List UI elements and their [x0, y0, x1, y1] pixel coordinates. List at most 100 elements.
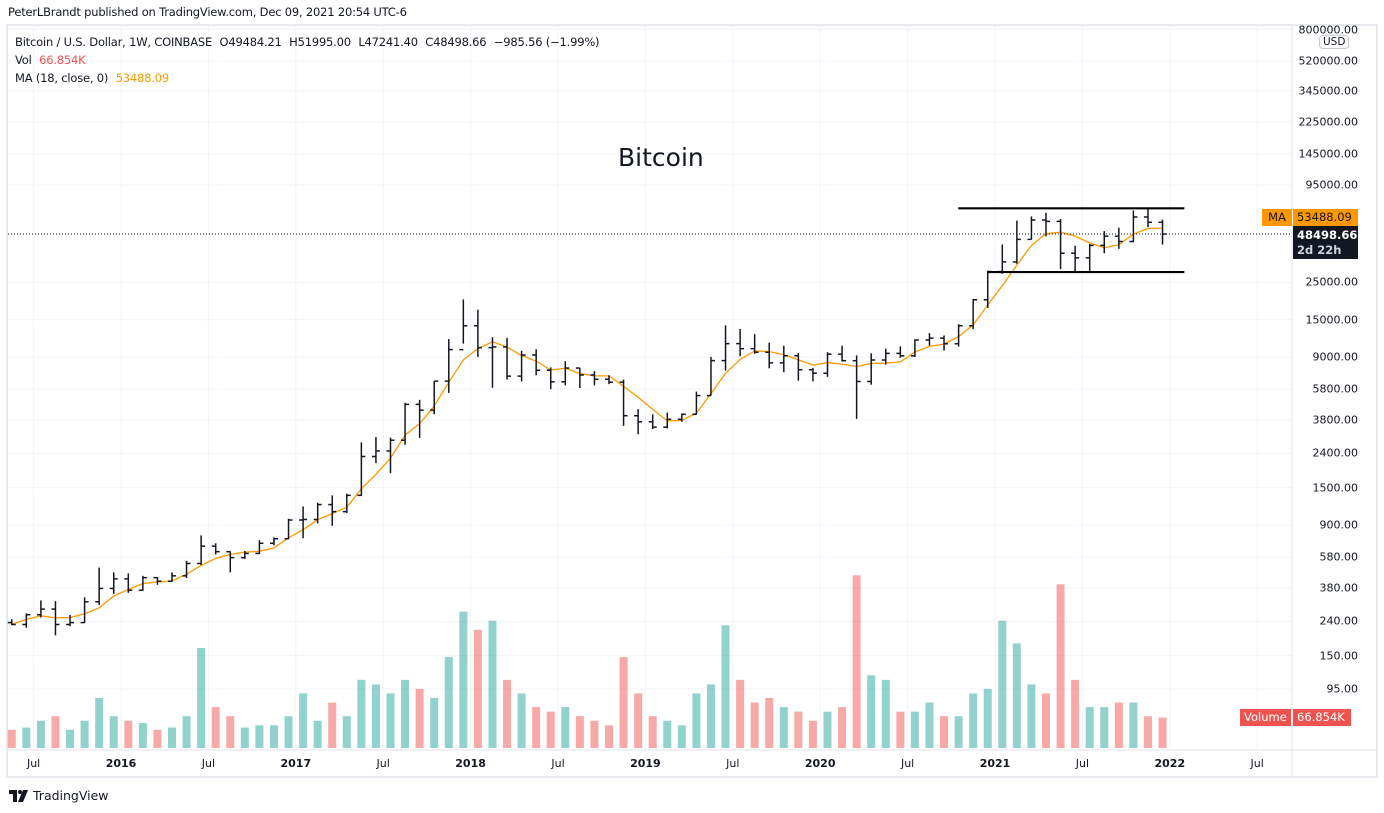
volume-bar — [459, 611, 468, 748]
volume-bar — [619, 657, 628, 748]
time-tick-label: Jul — [201, 757, 216, 770]
price-tick-label: 5800.00 — [1312, 382, 1359, 396]
volume-bar — [95, 698, 104, 748]
legend-ohlc: Bitcoin / U.S. Dollar, 1W, COINBASE O494… — [15, 35, 603, 49]
volume-bar — [444, 657, 453, 748]
volume-bar — [648, 716, 657, 748]
time-tick-label: 2021 — [979, 757, 1011, 770]
volume-bar — [124, 720, 133, 748]
volume-bar — [910, 711, 919, 748]
volume-bar — [371, 684, 380, 748]
ma-label: MA (18, close, 0) — [15, 71, 109, 85]
grid — [8, 25, 1292, 750]
price-tick-label: 520000.00 — [1298, 54, 1359, 68]
legend-ma[interactable]: MA (18, close, 0) 53488.09 — [15, 71, 173, 85]
volume-bar — [561, 707, 570, 748]
time-tick-label: Jul — [26, 757, 41, 770]
price-tick-label: 800000.00 — [1298, 23, 1359, 37]
volume-bar — [197, 648, 206, 748]
published-byline: PeterLBrandt published on TradingView.co… — [8, 5, 407, 19]
volume-bar — [852, 575, 861, 748]
volume-bar — [1114, 702, 1123, 748]
volume-bar — [211, 707, 220, 748]
volume-bar — [51, 716, 60, 748]
price-tick-label: 3800.00 — [1312, 413, 1359, 427]
volume-bar — [721, 625, 730, 748]
tradingview-logo-icon — [9, 789, 28, 802]
price-tick-label: 380.00 — [1319, 581, 1359, 595]
close-value: C48498.66 — [425, 35, 487, 49]
volume-bar — [430, 698, 439, 748]
time-tick-label: 2022 — [1154, 757, 1186, 770]
vol-value: 66.854K — [39, 53, 86, 67]
legend-volume[interactable]: Vol 66.854K — [15, 53, 89, 67]
price-tick-label: 95.00 — [1326, 682, 1359, 696]
volume-bar — [779, 707, 788, 748]
volume-bar — [1042, 693, 1050, 748]
volume-bar — [269, 725, 278, 748]
chart-frame — [6, 24, 1378, 778]
price-tick-label: 2400.00 — [1312, 446, 1359, 460]
volume-bar — [182, 716, 191, 748]
time-tick-label: 2019 — [630, 757, 661, 770]
volume-bar — [328, 702, 337, 748]
volume-bar — [473, 629, 482, 748]
price-tick-label: 95000.00 — [1305, 178, 1359, 192]
time-tick-label: Jul — [726, 757, 740, 770]
volume-bar — [736, 679, 745, 748]
volume-bar — [284, 716, 293, 748]
price-tick-label: 150.00 — [1319, 649, 1359, 663]
volume-bar — [1071, 679, 1080, 748]
last-price-tag: 48498.66 2d 22h — [1293, 226, 1358, 259]
time-tick-label: Jul — [1075, 757, 1090, 770]
time-tick-label: Jul — [900, 757, 915, 770]
volume-axis-name-tag: Volume — [1240, 709, 1291, 726]
price-tick-label: 9000.00 — [1312, 350, 1359, 364]
volume-bar — [357, 679, 366, 748]
volume-bar — [983, 688, 992, 748]
last-price-value: 48498.66 — [1297, 228, 1358, 242]
volume-bar — [1143, 716, 1152, 748]
time-tick-label: 2016 — [105, 757, 137, 770]
currency-badge[interactable]: USD — [1319, 35, 1350, 49]
volume-bar — [663, 720, 672, 748]
volume-bar — [1027, 684, 1036, 748]
volume-bar — [605, 725, 613, 748]
time-tick-label: 2018 — [455, 757, 486, 770]
volume-bar — [342, 716, 351, 748]
volume-bar — [706, 684, 715, 748]
volume-bar — [750, 702, 759, 748]
chart-title-annotation[interactable]: Bitcoin — [618, 143, 704, 172]
high-value: H51995.00 — [289, 35, 351, 49]
price-bars — [7, 208, 1167, 636]
symbol-name[interactable]: Bitcoin / U.S. Dollar, 1W, COINBASE — [15, 35, 213, 49]
vol-label: Vol — [15, 53, 32, 67]
volume-bar — [998, 620, 1007, 748]
price-tick-label: 580.00 — [1319, 550, 1359, 564]
volume-bar — [240, 727, 249, 748]
volume-bar — [823, 711, 832, 748]
ma-value: 53488.09 — [115, 71, 169, 85]
price-tick-label: 25000.00 — [1305, 275, 1359, 289]
volume-bar — [1129, 702, 1138, 748]
price-tick-label: 345000.00 — [1298, 84, 1359, 98]
volume-bar — [415, 688, 424, 748]
volume-bar — [138, 723, 147, 748]
volume-bar — [575, 716, 584, 748]
time-tick-label: 2017 — [280, 757, 312, 770]
moving-average — [11, 227, 1163, 626]
volume-bar — [867, 675, 876, 748]
price-tick-label: 1500.00 — [1312, 481, 1359, 495]
volume-bar — [808, 720, 817, 748]
volume-bar — [634, 693, 643, 748]
price-tick-label: 225000.00 — [1298, 115, 1359, 129]
price-tick-label: 15000.00 — [1305, 313, 1359, 327]
time-tick-label: 2020 — [804, 757, 836, 770]
volume-bar — [692, 693, 701, 748]
brand-name: TradingView — [33, 788, 109, 803]
tradingview-logo[interactable]: TradingView — [9, 788, 109, 803]
price-tick-label: 240.00 — [1319, 614, 1359, 628]
bar-countdown: 2d 22h — [1297, 243, 1342, 257]
volume-bar — [677, 725, 686, 748]
